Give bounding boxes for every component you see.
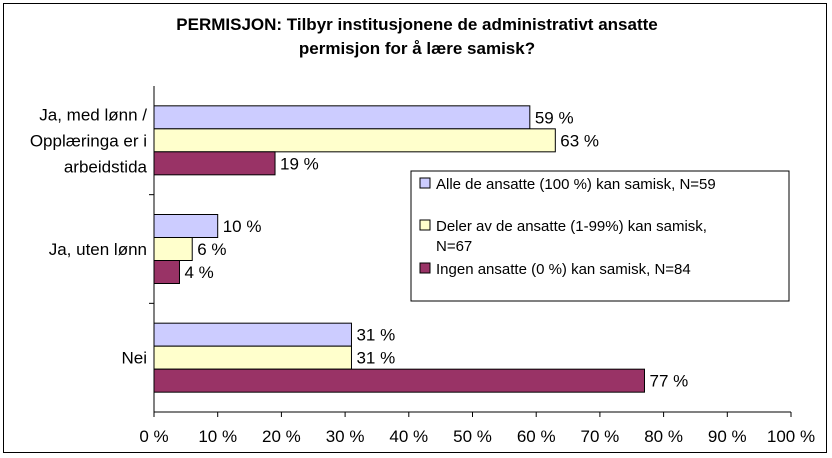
category-label: Ja, med lønn / [39, 105, 147, 124]
bar-data-label: 77 % [649, 372, 688, 391]
x-tick-label: 100 % [767, 427, 815, 446]
bar [153, 105, 531, 130]
legend-label: N=67 [436, 238, 472, 255]
x-tick-label: 0 % [139, 427, 168, 446]
bar-chart: PERMISJON: Tilbyr institusjonene de admi… [30, 15, 815, 446]
legend-label: Alle de ansatte (100 %) kan samisk, N=59 [436, 176, 716, 193]
chart-frame: PERMISJON: Tilbyr institusjonene de admi… [3, 3, 827, 453]
x-tick-label: 60 % [517, 427, 556, 446]
legend-swatch [419, 219, 431, 231]
legend-label: Ingen ansatte (0 %) kan samisk, N=84 [436, 261, 691, 278]
legend-label: Deler av de ansatte (1-99%) kan samisk, [436, 218, 707, 235]
legend-swatch [419, 262, 431, 274]
legend-box [410, 170, 790, 302]
chart-legend: Alle de ansatte (100 %) kan samisk, N=59… [410, 170, 790, 302]
bar-data-label: 31 % [356, 326, 395, 345]
bar [153, 237, 193, 261]
bar [153, 345, 352, 370]
x-tick-label: 20 % [262, 427, 301, 446]
bar [153, 368, 645, 393]
bar [153, 260, 180, 284]
bar-data-label: 59 % [535, 108, 574, 127]
x-tick-label: 30 % [326, 427, 365, 446]
x-tick-label: 70 % [581, 427, 620, 446]
chart-bars: 59 % 63 % 19 % 10 % 6 % 4 % 31 % 31 % 77 % [153, 105, 688, 393]
chart-title-line: permisjon for å lære samisk? [299, 39, 535, 58]
category-label: Nei [121, 349, 147, 368]
bar-data-label: 6 % [197, 240, 226, 259]
category-label: Opplæringa er i [30, 131, 147, 150]
bar-data-label: 10 % [223, 217, 262, 236]
bar [153, 322, 352, 347]
legend-swatch [419, 177, 431, 189]
x-tick-label: 10 % [198, 427, 237, 446]
bar-data-label: 19 % [280, 154, 319, 173]
x-tick-label: 40 % [389, 427, 428, 446]
x-tick-label: 50 % [453, 427, 492, 446]
bar-data-label: 4 % [184, 263, 213, 282]
category-label: arbeidstida [64, 157, 148, 176]
bar [153, 128, 556, 153]
chart-axes: 0 % 10 % 20 % 30 % 40 % 50 % 60 % 70 % 80 % 90 % 1… [30, 86, 815, 446]
bar-data-label: 31 % [356, 349, 395, 368]
category-label: Ja, uten lønn [49, 240, 147, 259]
bar-data-label: 63 % [560, 131, 599, 150]
chart-title-line: PERMISJON: Tilbyr institusjonene de admi… [176, 15, 657, 34]
bar [153, 214, 219, 238]
chart-title: PERMISJON: Tilbyr institusjonene de admi… [176, 15, 657, 58]
x-tick-label: 90 % [708, 427, 747, 446]
x-tick-label: 80 % [644, 427, 683, 446]
bar [153, 151, 276, 176]
